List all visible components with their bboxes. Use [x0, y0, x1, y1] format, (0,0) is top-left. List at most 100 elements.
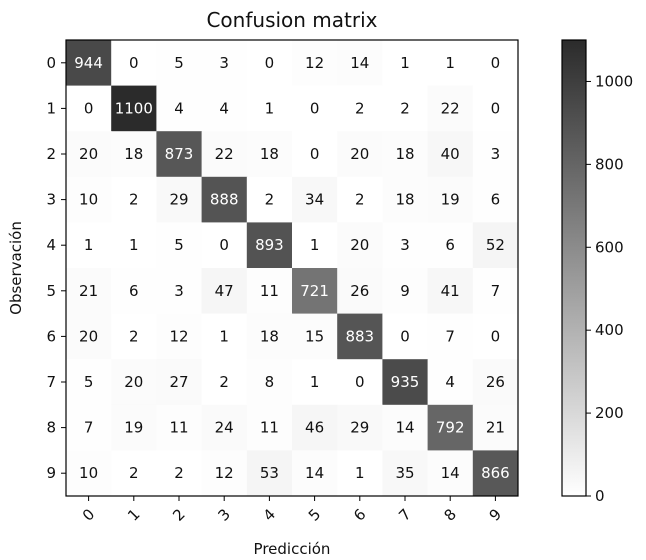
x-tick-label: 9 [486, 505, 505, 524]
cell-value-label: 22 [441, 99, 460, 117]
heatmap-cell [427, 40, 474, 87]
heatmap-cell [427, 450, 474, 497]
heatmap-cell [66, 404, 112, 451]
heatmap-cell [292, 176, 338, 223]
heatmap-cell [66, 131, 112, 178]
x-tick-label: 7 [395, 505, 414, 524]
cell-value-label: 20 [350, 145, 369, 163]
cell-value-label: 47 [215, 282, 234, 300]
heatmap-cell [337, 268, 383, 315]
cell-value-label: 0 [129, 54, 139, 72]
heatmap-cell [156, 450, 203, 497]
heatmap-cell [427, 268, 474, 315]
cell-value-label: 6 [445, 236, 455, 254]
heatmap-cell [292, 268, 338, 315]
cell-value-label: 35 [395, 464, 414, 482]
heatmap-cell [337, 404, 383, 451]
heatmap-cell [156, 40, 203, 87]
heatmap-cell [427, 404, 474, 451]
cell-value-label: 52 [486, 236, 505, 254]
cell-value-label: 18 [395, 191, 414, 209]
cell-value-label: 0 [491, 99, 501, 117]
cell-value-label: 14 [395, 419, 414, 437]
heatmap-cell [66, 359, 112, 406]
heatmap-cells: 944 0 5 3 0 12 14 1 1 00 1100 4 4 1 0 2 2 22 020 18 873 22 18 0… [66, 40, 519, 497]
cell-value-label: 24 [215, 419, 234, 437]
heatmap-cell [337, 222, 383, 269]
cell-value-label: 12 [215, 464, 234, 482]
colorbar [561, 39, 587, 497]
cell-value-label: 5 [84, 373, 94, 391]
heatmap-cell [337, 85, 383, 132]
heatmap-cell [292, 359, 338, 406]
cell-value-label: 2 [129, 327, 139, 345]
cell-value-label: 1 [400, 54, 410, 72]
cell-value-label: 11 [260, 282, 279, 300]
cell-value-label: 20 [350, 236, 369, 254]
heatmap-cell [246, 268, 293, 315]
heatmap-cell [246, 313, 293, 360]
heatmap-cell [201, 85, 248, 132]
cell-value-label: 1 [219, 327, 229, 345]
heatmap-cell [111, 359, 157, 406]
heatmap-cell [156, 313, 203, 360]
heatmap-cell [337, 40, 383, 87]
x-tick-label: 6 [350, 505, 369, 524]
heatmap-cell [246, 222, 293, 269]
cell-value-label: 0 [491, 54, 501, 72]
heatmap-cell [382, 359, 429, 406]
cell-value-label: 5 [174, 54, 184, 72]
heatmap-cell [201, 450, 248, 497]
cell-value-label: 14 [441, 464, 460, 482]
cell-value-label: 1 [84, 236, 94, 254]
heatmap-cell [472, 85, 519, 132]
heatmap-cell [156, 85, 203, 132]
cell-value-label: 0 [265, 54, 275, 72]
heatmap-cell [472, 313, 519, 360]
cell-value-label: 0 [491, 327, 501, 345]
heatmap-cell [337, 450, 383, 497]
heatmap-cell [66, 222, 112, 269]
cell-value-label: 14 [350, 54, 369, 72]
heatmap-cell [472, 404, 519, 451]
heatmap-cell [472, 268, 519, 315]
cell-value-label: 29 [350, 419, 369, 437]
cell-value-label: 3 [219, 54, 229, 72]
heatmap-cell [156, 404, 203, 451]
heatmap-cell [111, 40, 157, 87]
cell-value-label: 935 [391, 373, 420, 391]
colorbar-tick-label: 200 [595, 404, 624, 422]
y-tick-label: 0 [46, 54, 56, 72]
cell-value-label: 0 [84, 99, 94, 117]
heatmap-cell [156, 359, 203, 406]
heatmap-cell [201, 313, 248, 360]
cell-value-label: 7 [491, 282, 501, 300]
colorbar-tick-label: 1000 [595, 72, 633, 90]
x-tick-label: 3 [214, 505, 233, 524]
cell-value-label: 8 [265, 373, 275, 391]
cell-value-label: 34 [305, 191, 324, 209]
cell-value-label: 15 [305, 327, 324, 345]
cell-value-label: 20 [79, 145, 98, 163]
heatmap-cell [156, 268, 203, 315]
cell-value-label: 6 [491, 191, 501, 209]
cell-value-label: 3 [400, 236, 410, 254]
x-tick-label: 2 [169, 505, 188, 524]
heatmap-cell [246, 404, 293, 451]
cell-value-label: 20 [79, 327, 98, 345]
heatmap-cell [246, 359, 293, 406]
cell-value-label: 792 [436, 419, 465, 437]
y-tick-label: 9 [46, 464, 56, 482]
plot-frame [65, 39, 519, 497]
cell-value-label: 2 [355, 191, 365, 209]
cell-value-label: 0 [219, 236, 229, 254]
cell-value-label: 0 [310, 145, 320, 163]
cell-value-label: 10 [79, 464, 98, 482]
x-axis-label: Predicción [254, 540, 331, 558]
x-axis-ticks: 0 1 2 3 4 5 6 7 8 9 [79, 496, 505, 525]
cell-value-label: 21 [486, 419, 505, 437]
heatmap-cell [111, 222, 157, 269]
heatmap-cell [472, 222, 519, 269]
heatmap-cell [66, 450, 112, 497]
heatmap-cell [292, 450, 338, 497]
